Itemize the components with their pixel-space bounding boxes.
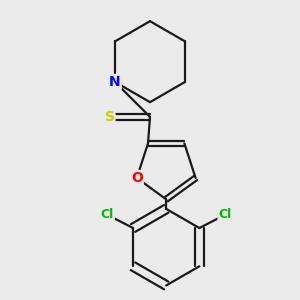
- Text: O: O: [131, 171, 143, 185]
- Text: Cl: Cl: [218, 208, 232, 221]
- Text: N: N: [109, 75, 121, 89]
- Text: Cl: Cl: [101, 208, 114, 221]
- Text: S: S: [104, 110, 115, 124]
